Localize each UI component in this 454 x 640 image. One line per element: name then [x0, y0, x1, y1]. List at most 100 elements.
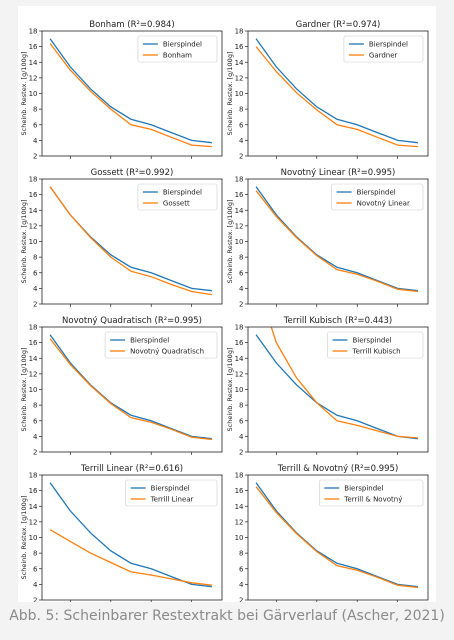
- legend: Bierspindel Terrill Linear: [125, 479, 218, 507]
- legend-box: [104, 331, 218, 359]
- y-axis-label: Scheinb. Restex. [g/100g]: [20, 52, 28, 136]
- axes-frame: [41, 474, 223, 601]
- chart-grid-svg: Bonham (R²=0.984) Scheinb. Restex. [g/100…: [20, 20, 429, 603]
- legend-box: [327, 331, 424, 359]
- y-tick-label: 14: [235, 59, 244, 67]
- y-tick-label: 4: [33, 285, 38, 293]
- legend: Bierspindel Novotný Linear: [331, 183, 424, 211]
- y-tick-label: 8: [33, 106, 37, 114]
- y-tick-label: 4: [239, 285, 244, 293]
- y-axis-label: Scheinb. Restex. [g/100g]: [20, 200, 28, 284]
- y-tick-label: 10: [29, 386, 38, 394]
- series-line-model: [49, 186, 212, 296]
- series-line-bierspindel: [255, 38, 418, 144]
- y-tick-label: 14: [29, 503, 38, 511]
- y-tick-label: 16: [29, 487, 38, 495]
- y-tick-label: 8: [33, 254, 37, 262]
- y-tick-label: 2: [239, 153, 243, 161]
- axes-frame: [41, 178, 223, 305]
- subplot-4: Novotný Linear (R²=0.995) Scheinb. Restex…: [226, 168, 429, 309]
- y-tick-label: 4: [239, 137, 244, 145]
- legend-label: Bierspindel: [163, 41, 202, 49]
- axes-frame: [41, 30, 223, 157]
- y-tick-label: 18: [235, 324, 244, 332]
- y-tick-label: 12: [29, 222, 38, 230]
- legend-label: Bierspindel: [369, 41, 408, 49]
- legend-box: [125, 479, 218, 507]
- y-tick-label: 2: [239, 597, 243, 603]
- y-tick-label: 6: [33, 121, 38, 129]
- y-tick-label: 16: [235, 43, 244, 51]
- legend-label: Bierspindel: [344, 485, 383, 493]
- y-axis-label: Scheinb. Restex. [g/100g]: [226, 200, 234, 284]
- y-tick-label: 2: [239, 301, 243, 309]
- legend-label: Gossett: [163, 200, 190, 208]
- y-tick-label: 6: [33, 269, 38, 277]
- y-tick-label: 6: [239, 121, 244, 129]
- legend: Bierspindel Terrill Kubisch: [327, 331, 424, 359]
- legend-label: Bonham: [163, 52, 192, 60]
- y-tick-label: 12: [29, 518, 38, 526]
- y-tick-label: 10: [235, 386, 244, 394]
- y-tick-label: 4: [33, 581, 38, 589]
- y-tick-label: 14: [29, 355, 38, 363]
- y-tick-label: 10: [29, 534, 38, 542]
- y-tick-label: 10: [29, 90, 38, 98]
- legend-label: Bierspindel: [163, 189, 202, 197]
- legend: Bierspindel Bonham: [137, 35, 218, 63]
- subplot-8: Terrill & Novotný (R²=0.995) 2 4 6 8 10 12 14 16…: [235, 464, 429, 603]
- subplot-3: Gossett (R²=0.992) Scheinb. Restex. [g/10…: [20, 168, 223, 309]
- y-tick-label: 14: [235, 207, 244, 215]
- axes-frame: [247, 178, 429, 305]
- y-tick-label: 4: [239, 581, 244, 589]
- y-tick-label: 2: [33, 597, 37, 603]
- y-tick-label: 16: [29, 339, 38, 347]
- y-tick-label: 4: [239, 433, 244, 441]
- axes-frame: [247, 30, 429, 157]
- subplot-title: Gardner (R²=0.974): [296, 20, 381, 30]
- y-axis-label: Scheinb. Restex. [g/100g]: [226, 52, 234, 136]
- y-tick-label: 16: [235, 487, 244, 495]
- subplot-title: Novotný Quadratisch (R²=0.995): [62, 316, 202, 326]
- legend: Bierspindel Novotný Quadratisch: [104, 331, 218, 359]
- y-tick-label: 8: [33, 402, 37, 410]
- series-line-bierspindel: [49, 38, 212, 144]
- y-tick-label: 4: [33, 433, 38, 441]
- legend-label: Bierspindel: [357, 189, 396, 197]
- y-tick-label: 16: [235, 191, 244, 199]
- y-tick-label: 10: [235, 534, 244, 542]
- legend: Bierspindel Gardner: [343, 35, 424, 63]
- y-tick-label: 18: [29, 472, 38, 480]
- legend-label: Terrill & Novotný: [343, 496, 402, 504]
- axes-frame: [41, 326, 223, 453]
- subplot-7: Terrill Linear (R²=0.616) Scheinb. Restex…: [20, 464, 223, 603]
- y-tick-label: 18: [29, 324, 38, 332]
- y-tick-label: 2: [239, 449, 243, 457]
- legend-label: Terrill Kubisch: [352, 348, 401, 356]
- subplot-title: Bonham (R²=0.984): [89, 20, 174, 30]
- subplot-title: Terrill & Novotný (R²=0.995): [277, 464, 399, 474]
- series-line-bierspindel: [255, 482, 418, 588]
- y-tick-label: 12: [235, 74, 244, 82]
- axes-frame: [247, 474, 429, 601]
- y-tick-label: 12: [235, 222, 244, 230]
- y-tick-label: 14: [29, 59, 38, 67]
- y-tick-label: 2: [33, 153, 37, 161]
- y-tick-label: 18: [235, 28, 244, 36]
- legend-label: Terrill Linear: [150, 496, 194, 504]
- y-tick-label: 18: [235, 176, 244, 184]
- y-tick-label: 12: [29, 370, 38, 378]
- subplot-title: Novotný Linear (R²=0.995): [281, 168, 396, 178]
- subplot-title: Gossett (R²=0.992): [91, 168, 174, 178]
- y-tick-label: 8: [239, 106, 243, 114]
- subplot-2: Gardner (R²=0.974) Scheinb. Restex. [g/10…: [226, 20, 429, 161]
- y-tick-label: 16: [235, 339, 244, 347]
- y-tick-label: 18: [29, 28, 38, 36]
- y-tick-label: 6: [33, 565, 38, 573]
- y-tick-label: 10: [235, 90, 244, 98]
- y-tick-label: 12: [235, 370, 244, 378]
- series-line-model: [255, 486, 418, 589]
- y-tick-label: 2: [33, 449, 37, 457]
- y-tick-label: 16: [29, 43, 38, 51]
- y-tick-label: 4: [33, 137, 38, 145]
